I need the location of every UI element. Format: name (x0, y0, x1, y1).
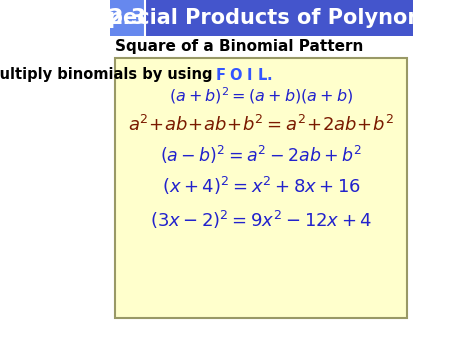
Text: 2.3: 2.3 (108, 8, 147, 28)
Text: $(3x - 2)^2 = 9x^2 - 12x + 4$: $(3x - 2)^2 = 9x^2 - 12x + 4$ (150, 209, 372, 231)
Text: $(a + b)^2 = (a + b)(a + b)$: $(a + b)^2 = (a + b)(a + b)$ (169, 86, 353, 106)
Text: Square of a Binomial Pattern: Square of a Binomial Pattern (115, 39, 364, 53)
FancyBboxPatch shape (115, 58, 407, 318)
Text: $\mathbf{F\ O\ I\ L.}$: $\mathbf{F\ O\ I\ L.}$ (215, 67, 272, 83)
Text: $a^2\!+\!ab\!+\!ab\!+\!b^2 = a^2\!+\!2ab\!+\!b^2$: $a^2\!+\!ab\!+\!ab\!+\!b^2 = a^2\!+\!2ab… (128, 115, 394, 135)
Text: Special Products of Polynomials: Special Products of Polynomials (93, 8, 450, 28)
FancyBboxPatch shape (110, 0, 413, 36)
Text: $(x + 4)^2 = x^2 + 8x + 16$: $(x + 4)^2 = x^2 + 8x + 16$ (162, 175, 361, 197)
FancyBboxPatch shape (110, 0, 145, 36)
Text: Multiply binomials by using: Multiply binomials by using (0, 68, 212, 82)
Text: $(a - b)^2 = a^2 - 2ab + b^2$: $(a - b)^2 = a^2 - 2ab + b^2$ (160, 144, 362, 166)
